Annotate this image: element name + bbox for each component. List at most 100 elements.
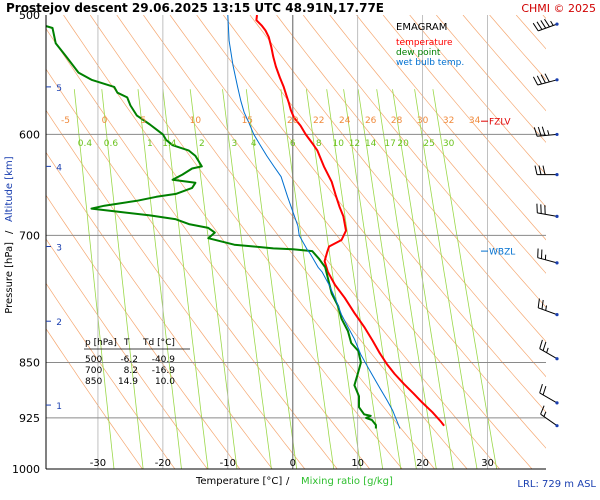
wind-barb [540,405,559,428]
legend-wet-bulb: wet bulb temp. [396,58,464,68]
mixing-ratio-line [189,89,238,469]
wind-barb-feather [537,298,540,308]
chart-title: Prostejov descent 29.06.2025 13:15 UTC 4… [6,1,384,15]
lrl-label: LRL: 729 m ASL [517,479,596,490]
mixing-ratio-line [245,89,298,469]
wind-barb-staff [537,257,558,264]
dry-adiabat-line [46,194,241,469]
wind-barb-feather [540,405,545,415]
y-axis-label-altitude: Altitude [km] [4,156,15,222]
pressure-tick-label: 850 [19,357,40,370]
wind-barb [532,73,559,86]
fzlv-label: FZLV [489,118,511,128]
dry-adiabat-line [46,238,208,469]
dry-adiabat-line [46,28,370,469]
dry-adiabat-label: 20 [287,116,299,126]
wind-barb-staff [538,307,558,316]
dry-adiabat-line [116,15,468,469]
markers-layer: FZLV WBZL [481,118,515,258]
dry-adiabat-line [249,15,546,378]
x-tick-label: 10 [351,458,364,469]
altitude-tick-label: 5 [56,84,62,94]
dry-adiabat-line [63,15,403,469]
dry-adiabat-line [46,328,143,469]
mixing-ratio-label: 0.4 [78,139,93,149]
dry-adiabat-label: 30 [417,116,429,126]
mixing-ratio-label: 20 [397,139,409,149]
pressure-tick-label: 600 [19,128,40,141]
dry-adiabat-label: 34 [469,116,481,126]
wind-barb [539,383,559,405]
legend: EMAGRAM temperature dew point wet bulb t… [396,22,464,68]
wind-barb-station-dot [555,173,559,177]
x-tick-label: 30 [481,458,494,469]
wind-barb-feather [542,341,547,351]
wind-barb-station-dot [555,214,559,218]
mixing-ratio-line [432,89,498,469]
altitude-tick-label: 4 [56,163,62,173]
table-row-850-t: 14.9 [118,377,138,387]
wind-barb-feather [542,385,547,396]
mixing-ratio-line [222,89,272,469]
legend-temperature: temperature [396,38,453,48]
mixing-ratio-label: 1 [147,139,153,149]
wind-barb-station-dot [555,132,559,137]
wind-barb-feather [539,339,543,349]
pressure-tick-label: 500 [19,9,40,22]
wind-barb-feather [544,18,550,28]
dry-adiabat-line [570,15,600,469]
dry-adiabat-label: 15 [242,116,253,126]
y-axis-label-separator: / [4,230,15,234]
x-tick-label: -20 [155,458,171,469]
dry-adiabat-label: 5 [141,116,147,126]
mixing-ratio-line [101,89,144,469]
wind-barb-feather [544,73,550,83]
table-row-700-t: 8.2 [124,366,138,376]
wind-barb-feather [540,74,546,84]
x-axis-label-mixing-ratio: Mixing ratio [g/kg] [301,476,393,487]
wind-barb-staff [539,392,558,404]
wind-barb-station-dot [555,357,559,361]
dry-adiabat-line [169,15,533,469]
pressure-tick-label: 1000 [12,463,40,476]
dry-adiabat-line [542,15,546,20]
wind-barb-feather [540,20,547,29]
dry-adiabat-label: 24 [339,116,351,126]
y-axis-title: Pressure [hPa] / Altitude [km] [4,156,15,313]
series-line-wet-bulb-temp [227,15,401,429]
mixing-ratio-label: 30 [443,139,455,149]
wind-barb-staff [538,23,558,32]
wind-barb [536,203,559,218]
mixing-ratio-line [73,89,115,469]
grid-layer [46,15,600,469]
x-tick-label: -30 [90,458,106,469]
wind-barb-feather [532,22,539,32]
legend-dew-point: dew point [396,48,441,58]
table-row-700-p: 700 [85,366,102,376]
wind-barb [534,165,559,177]
dry-adiabat-label: -5 [61,116,70,126]
dry-adiabat-line [89,15,435,469]
mixing-ratio-label: 0.6 [104,139,119,149]
dry-adiabat-line [46,282,176,469]
mixing-ratio-label: 14 [365,139,377,149]
mixing-ratio-label: 1.4 [162,139,177,149]
wind-barb-half-feather [546,347,549,353]
wind-barb [533,126,559,137]
table-row-700-td: -16.9 [152,366,176,376]
mixing-ratio-label: 10 [332,139,344,149]
dry-adiabat-label: 22 [313,116,324,126]
altitude-tick-label: 3 [56,244,62,254]
wind-barb-station-dot [555,313,559,317]
dry-adiabat-label: 10 [190,116,202,126]
wind-barb-feather [538,165,542,175]
wind-barb-station-dot [555,261,559,265]
table-row-500-t: -6.2 [120,355,138,365]
mixing-ratio-line [162,89,209,469]
mixing-ratio-label: 12 [349,139,360,149]
dry-adiabat-line [329,15,546,274]
wind-barb-staff [537,133,558,137]
wind-barb [537,298,559,317]
mixing-ratio-line [376,89,437,469]
